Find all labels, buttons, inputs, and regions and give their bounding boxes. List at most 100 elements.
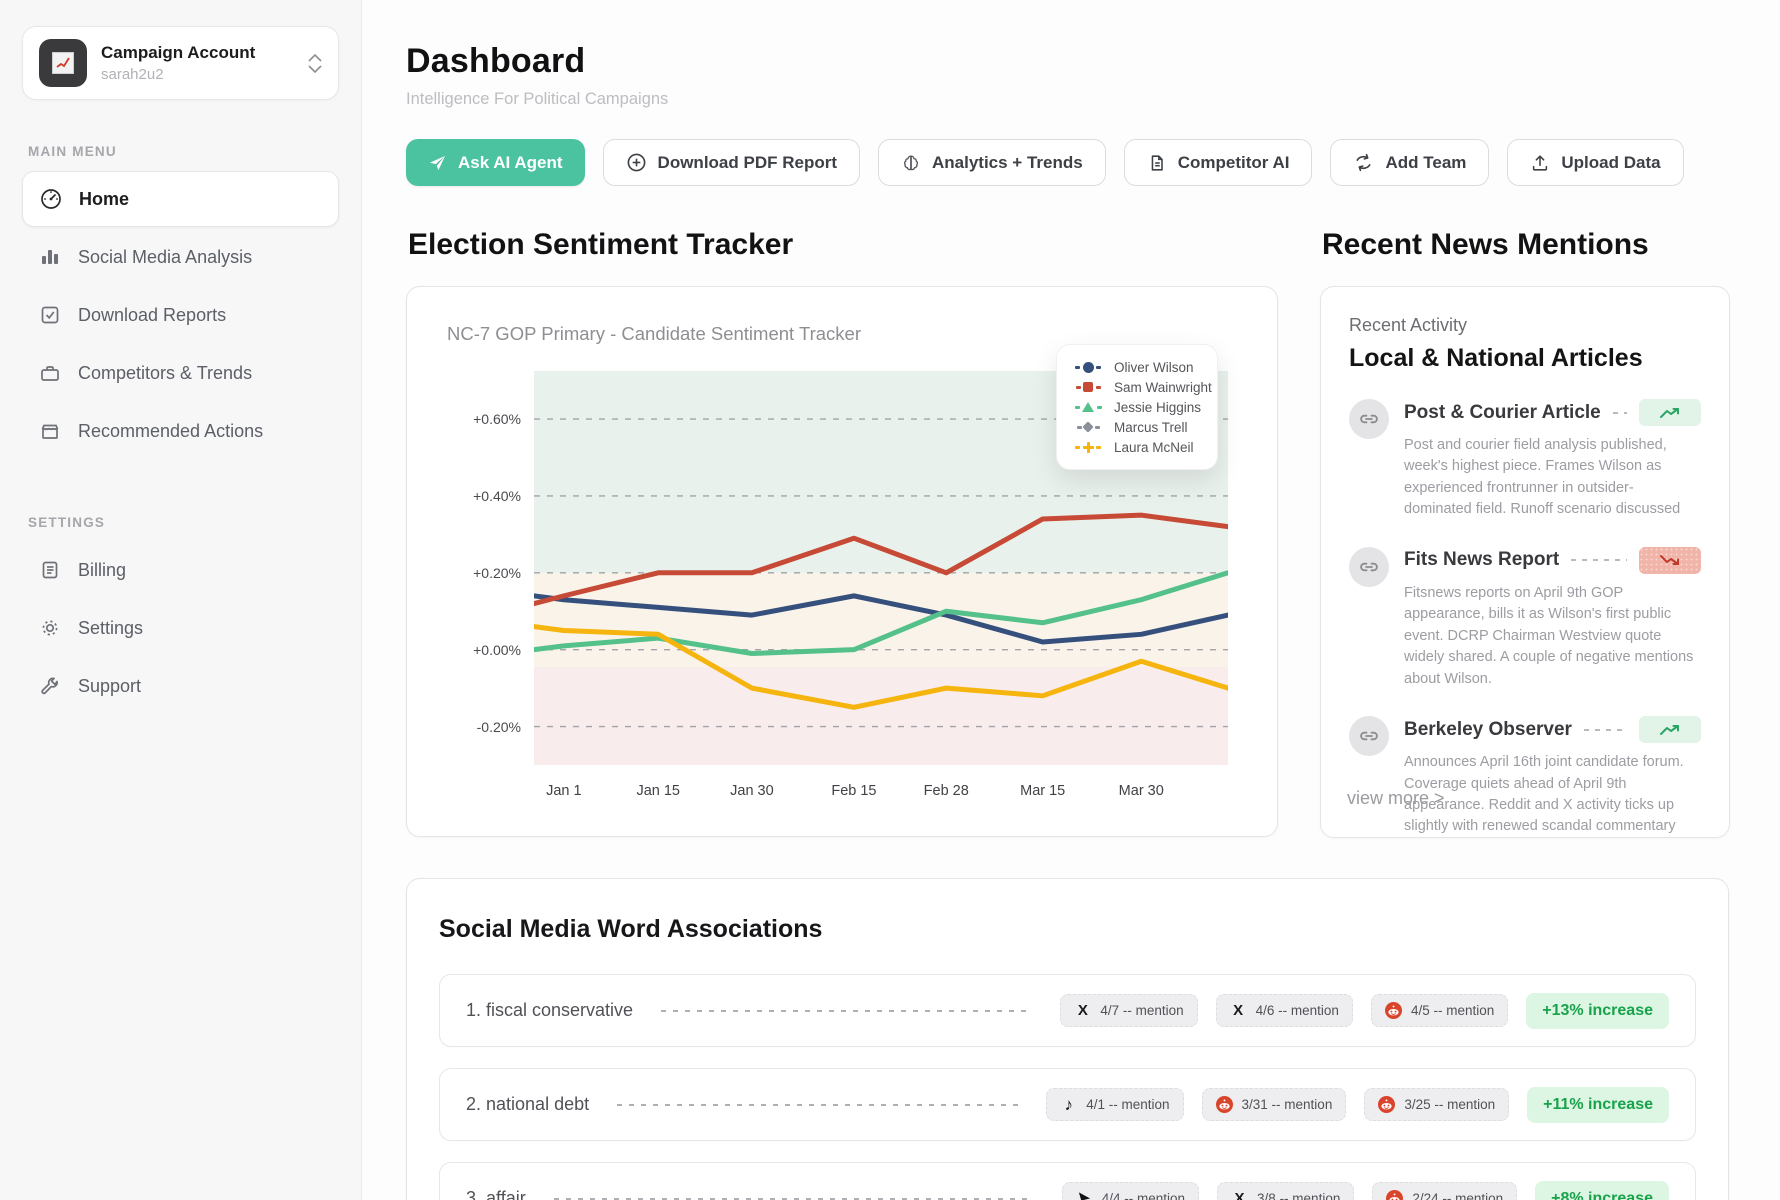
mention-badge[interactable]: 4/1 -- mention [1046,1088,1184,1121]
sentiment-chart-card: NC-7 GOP Primary - Candidate Sentiment T… [406,286,1278,837]
association-term: 2. national debt [466,1094,590,1114]
button-label: Ask AI Agent [458,152,563,172]
sidebar-item-competitors-trends[interactable]: Competitors & Trends [22,345,339,401]
sidebar-item-support[interactable]: Support [22,658,339,714]
word-associations-rows: 1. fiscal conservative 4/7 -- mention 4/6 … [439,974,1696,1200]
word-associations-title: Social Media Word Associations [439,915,823,943]
dotted-leader [1571,559,1627,562]
sidebar-item-label: Support [78,675,142,696]
news-article[interactable]: Fits News Report Fitsnews reports on Apr… [1349,546,1701,690]
sidebar-item-settings[interactable]: Settings [22,600,339,656]
sidebar-item-social-media-analysis[interactable]: Social Media Analysis [22,229,339,285]
trend-up-badge [1639,399,1701,426]
news-card-label: Recent Activity [1349,315,1468,335]
legend-marker-plus [1071,441,1105,453]
y-tick-label: +0.60% [473,411,521,428]
mention-badge[interactable]: 4/5 -- mention [1370,994,1509,1027]
legend-item-jessie-higgins[interactable]: Jessie Higgins [1071,397,1203,417]
add-team-button[interactable]: Add Team [1330,139,1490,186]
wrench-icon [38,674,62,698]
word-associations-card: Social Media Word Associations 1. fiscal… [406,878,1729,1200]
chart-title: NC-7 GOP Primary - Candidate Sentiment T… [447,323,861,344]
button-label: Upload Data [1561,152,1661,172]
sidebar-item-label: Home [79,188,130,209]
sidebar-item-home[interactable]: Home [22,171,339,227]
article-title: Berkeley Observer [1404,718,1572,740]
word-association-row[interactable]: 1. fiscal conservative 4/7 -- mention 4/6 … [439,974,1696,1047]
word-association-row[interactable]: 2. national debt 4/1 -- mention 3/31 -- me… [439,1068,1696,1141]
trend-up-badge [1639,716,1701,744]
article-description: Fitsnews reports on April 9th GOP appear… [1404,584,1694,687]
mention-text: 3/31 -- mention [1241,1097,1333,1112]
gauge-icon [39,187,63,211]
news-article[interactable]: Post & Courier Article Post and courier … [1349,399,1701,521]
sidebar-item-recommended-actions[interactable]: Recommended Actions [22,403,339,459]
x-tick-label: Mar 30 [1118,783,1164,799]
view-more-link[interactable]: view more > [1347,788,1445,808]
mention-badge[interactable]: 2/24 -- mention [1372,1182,1518,1200]
briefcase-icon [38,361,62,385]
news-mentions-section: Recent News Mentions Recent Activity Loc… [1320,228,1730,838]
analytics-trends-button[interactable]: Analytics + Trends [878,139,1106,186]
account-switcher[interactable]: Campaign Account sarah2u2 [22,26,339,100]
account-meta: Campaign Account sarah2u2 [101,43,294,83]
article-title: Post & Courier Article [1404,401,1601,423]
sidebar-item-billing[interactable]: Billing [22,542,339,598]
association-term: 3. affair [466,1188,526,1200]
upload-data-button[interactable]: Upload Data [1507,139,1684,186]
word-association-row[interactable]: 3. affair 4/4 -- mention 3/8 -- mention 2/2… [439,1162,1696,1200]
legend-item-marcus-trell[interactable]: Marcus Trell [1071,417,1203,437]
mention-badge[interactable]: 3/8 -- mention [1217,1182,1355,1200]
news-article[interactable]: Berkeley Observer Announces April 16th j… [1349,716,1701,838]
download-pdf-report-button[interactable]: Download PDF Report [602,139,860,186]
account-name: Campaign Account [101,43,256,62]
mention-badge[interactable]: 4/7 -- mention [1060,994,1198,1027]
reddit-icon [1386,1190,1404,1200]
upload-icon [1530,153,1550,173]
brain-icon [901,153,921,173]
mention-badge[interactable]: 3/31 -- mention [1201,1088,1347,1121]
mention-badge[interactable]: 3/25 -- mention [1364,1088,1510,1121]
legend-item-sam-wainwright[interactable]: Sam Wainwright [1071,377,1212,397]
sentiment-section-heading: Election Sentiment Tracker [408,228,794,261]
x-twitter-icon [1230,1002,1247,1019]
dotted-leader [617,1103,1019,1106]
legend-label: Marcus Trell [1114,419,1188,435]
chevron-up-down-icon [308,53,322,73]
legend-marker-diamond [1071,421,1105,433]
legend-item-laura-mcneil[interactable]: Laura McNeil [1071,437,1203,457]
competitor-ai-button[interactable]: Competitor AI [1123,139,1313,186]
bar-chart-icon [38,245,62,269]
y-tick-label: +0.40% [473,487,521,504]
news-card: Recent Activity Local & National Article… [1320,286,1730,838]
news-section-heading: Recent News Mentions [1322,228,1649,261]
article-body: Berkeley Observer Announces April 16th j… [1404,716,1701,838]
increase-badge: +11% increase [1527,1086,1669,1123]
increase-badge: +13% increase [1526,992,1669,1029]
mention-badge[interactable]: 4/4 -- mention [1061,1182,1200,1200]
legend-marker-circle [1071,361,1105,373]
account-handle: sarah2u2 [101,66,164,83]
article-description: Post and courier field analysis publishe… [1404,437,1681,518]
ask-ai-agent-button[interactable]: Ask AI Agent [406,139,585,186]
y-tick-label: -0.20% [476,718,521,735]
link-icon [1349,399,1389,439]
mention-badge[interactable]: 4/6 -- mention [1215,994,1353,1027]
reddit-icon [1384,1002,1402,1019]
sidebar-item-label: Social Media Analysis [78,246,253,267]
receipt-icon [38,558,62,582]
sidebar-item-download-reports[interactable]: Download Reports [22,287,339,343]
sidebar-item-label: Competitors & Trends [78,362,253,383]
dotted-leader [553,1197,1034,1200]
sidebar-item-label: Settings [78,617,144,638]
tiktok-icon [1060,1096,1077,1113]
x-tick-label: Jan 1 [546,783,582,799]
legend-label: Jessie Higgins [1114,399,1202,415]
settings-menu-label: SETTINGS [28,515,106,530]
legend-item-oliver-wilson[interactable]: Oliver Wilson [1071,357,1203,377]
checkbox-icon [38,303,62,327]
chart-logo-icon [52,52,74,74]
mention-text: 3/25 -- mention [1404,1097,1496,1112]
gear-icon [38,616,62,640]
